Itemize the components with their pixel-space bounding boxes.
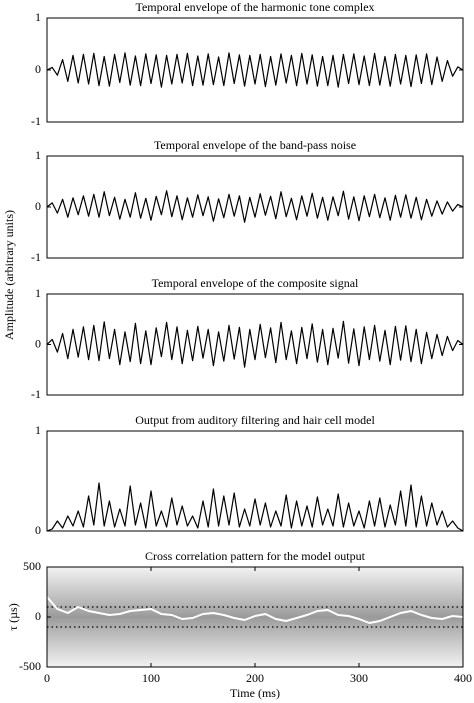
y-tick-label: -1 <box>31 387 41 401</box>
y-tick-label: 0 <box>35 609 41 623</box>
y-tick-label: 0 <box>35 336 41 350</box>
signal-line <box>46 482 464 532</box>
y-tick-label: 0 <box>35 523 41 537</box>
axes-frame <box>46 566 464 668</box>
x-axis-label: Time (ms) <box>230 686 280 700</box>
panel-title: Temporal envelope of the harmonic tone c… <box>135 0 374 14</box>
x-tick-label: 200 <box>246 671 264 685</box>
y-axis-label: Amplitude (arbitrary units) <box>2 210 16 340</box>
signal-line <box>46 190 464 223</box>
signal-line <box>46 320 464 368</box>
y-tick-label: 500 <box>23 559 41 573</box>
y-tick-label: -500 <box>19 659 41 673</box>
y-tick-label: 1 <box>35 423 41 437</box>
axes-frame <box>46 17 464 123</box>
x-tick-label: 0 <box>44 671 50 685</box>
y-tick-label: 0 <box>35 199 41 213</box>
y-tick-label: 1 <box>35 148 41 162</box>
y-tick-label: 1 <box>35 10 41 24</box>
signal-line <box>46 52 464 88</box>
y-axis-label: τ (µs) <box>6 603 20 630</box>
panel-title: Temporal envelope of the band-pass noise <box>154 138 356 152</box>
x-tick-label: 100 <box>142 671 160 685</box>
axes-frame <box>46 293 464 396</box>
y-tick-label: -1 <box>31 250 41 264</box>
y-tick-label: 0 <box>35 62 41 76</box>
panel-title: Output from auditory filtering and hair … <box>135 413 375 427</box>
panel-title: Cross correlation pattern for the model … <box>145 549 366 563</box>
axes-frame <box>46 155 464 259</box>
panel-title: Temporal envelope of the composite signa… <box>152 276 359 290</box>
signal-line <box>46 596 464 624</box>
x-tick-label: 300 <box>350 671 368 685</box>
y-tick-label: -1 <box>31 114 41 128</box>
y-tick-label: 1 <box>35 286 41 300</box>
axes-frame <box>46 430 464 532</box>
x-tick-label: 400 <box>454 671 472 685</box>
